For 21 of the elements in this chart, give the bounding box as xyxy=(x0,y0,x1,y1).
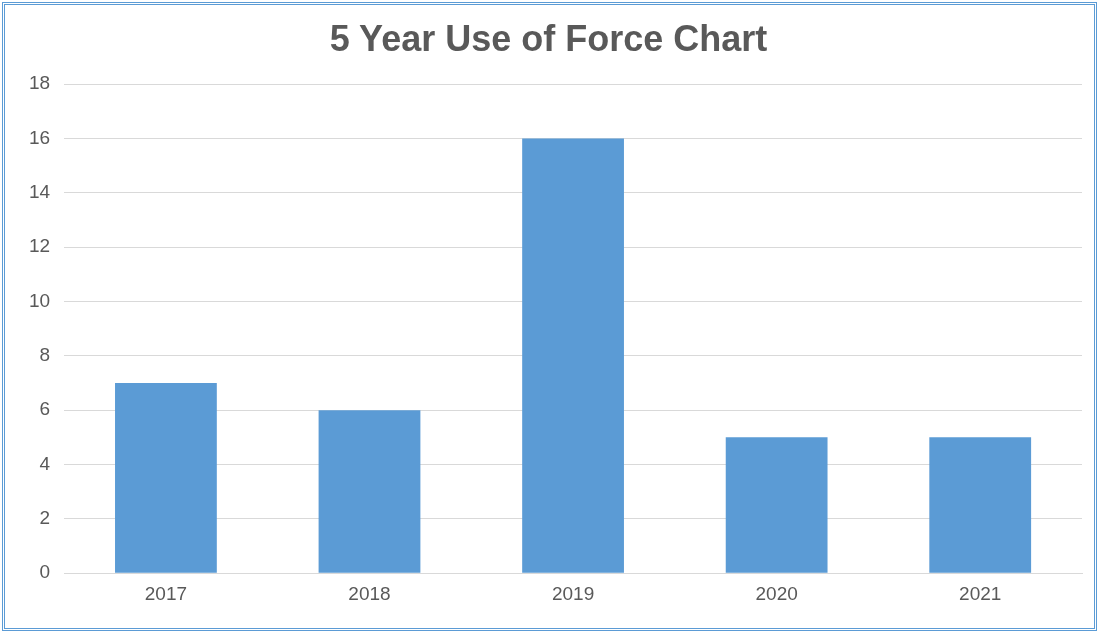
bar xyxy=(929,437,1032,573)
y-tick-label: 0 xyxy=(39,561,51,583)
y-tick-label: 18 xyxy=(28,72,51,94)
bar xyxy=(522,138,624,573)
bar xyxy=(115,383,217,573)
y-tick-label: 14 xyxy=(28,181,51,203)
x-tick-label: 2019 xyxy=(551,582,595,604)
y-tick-label: 8 xyxy=(39,344,51,366)
y-tick-label: 4 xyxy=(39,452,51,474)
y-tick-label: 2 xyxy=(39,507,51,529)
x-tick-label: 2020 xyxy=(755,582,798,604)
x-tick-label: 2017 xyxy=(144,582,188,604)
y-tick-label: 10 xyxy=(28,289,51,311)
bar xyxy=(318,410,421,573)
y-tick-label: 6 xyxy=(39,398,51,420)
y-tick-label: 16 xyxy=(28,126,51,148)
bar xyxy=(725,437,828,573)
chart-title: 5 Year Use of Force Chart xyxy=(329,17,768,59)
x-tick-label: 2018 xyxy=(348,582,391,604)
y-tick-label: 12 xyxy=(28,235,51,257)
x-tick-label: 2021 xyxy=(959,582,1002,604)
